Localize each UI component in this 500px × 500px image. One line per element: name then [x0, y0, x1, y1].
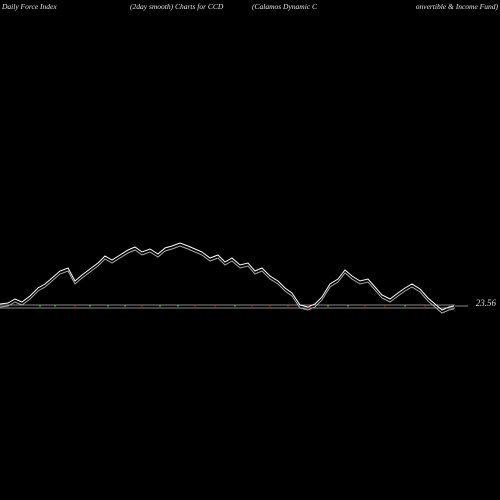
shadow-line: [0, 246, 454, 313]
signal-dot: [89, 305, 91, 307]
signal-dot: [364, 305, 366, 307]
signal-dot: [269, 305, 271, 307]
signal-dot: [141, 305, 143, 307]
signal-dot: [404, 305, 406, 307]
signal-dot: [39, 305, 41, 307]
signal-dot: [159, 305, 161, 307]
signal-dot: [287, 305, 289, 307]
signal-dot: [54, 305, 56, 307]
price-label: 23.56: [476, 298, 496, 308]
signal-dot: [194, 305, 196, 307]
signal-dot: [74, 305, 76, 307]
signal-dot: [327, 305, 329, 307]
signal-dot: [384, 305, 386, 307]
signal-dot: [347, 305, 349, 307]
force-index-chart: [0, 0, 500, 500]
signal-dot: [177, 305, 179, 307]
signal-dot: [234, 305, 236, 307]
signal-dot: [107, 305, 109, 307]
signal-dot: [307, 305, 309, 307]
signal-dot: [424, 305, 426, 307]
signal-dot: [214, 305, 216, 307]
signal-dot: [124, 305, 126, 307]
signal-dot: [251, 305, 253, 307]
